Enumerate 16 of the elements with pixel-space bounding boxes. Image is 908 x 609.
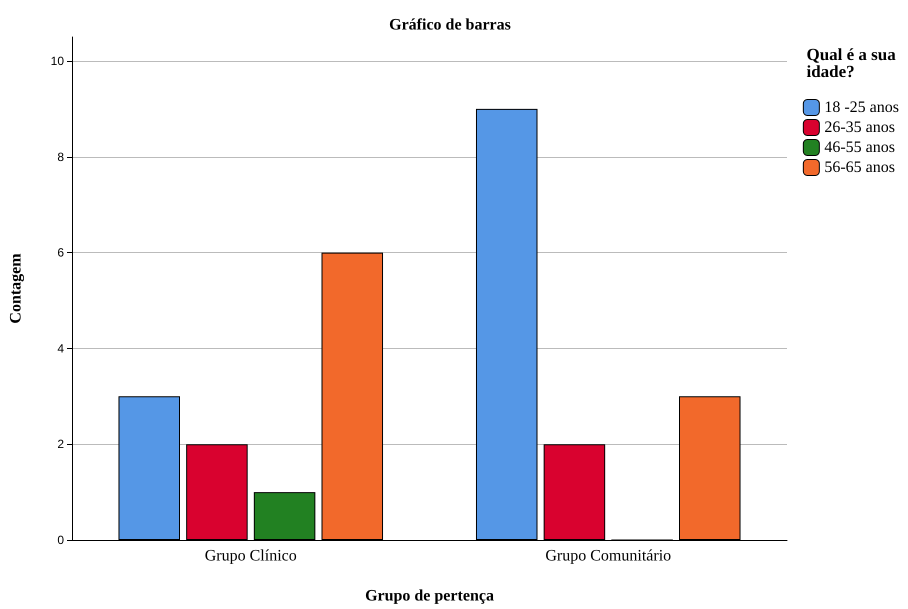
legend-label: 46-55 anos	[824, 139, 895, 156]
y-tick-label: 2	[57, 437, 64, 452]
y-tick-label: 6	[57, 246, 64, 260]
legend-label: 18 -25 anos	[824, 99, 899, 116]
y-tick-label: 0	[57, 533, 64, 547]
x-tick-label: Grupo Comunitário	[545, 548, 672, 564]
y-tick-label: 10	[50, 54, 64, 68]
legend-label: 26-35 anos	[824, 119, 895, 136]
legend-title: Qual é a sua idade?	[806, 45, 900, 81]
chart-title: Gráfico de barras	[389, 16, 511, 34]
y-tick-label: 4	[57, 341, 64, 356]
y-axis-title: Contagem	[8, 252, 24, 324]
y-tick-label: 8	[57, 150, 64, 164]
x-axis-title: Grupo de pertença	[365, 588, 494, 604]
legend-label: 56-65 anos	[824, 159, 895, 176]
x-tick-label: Grupo Clínico	[204, 548, 297, 564]
